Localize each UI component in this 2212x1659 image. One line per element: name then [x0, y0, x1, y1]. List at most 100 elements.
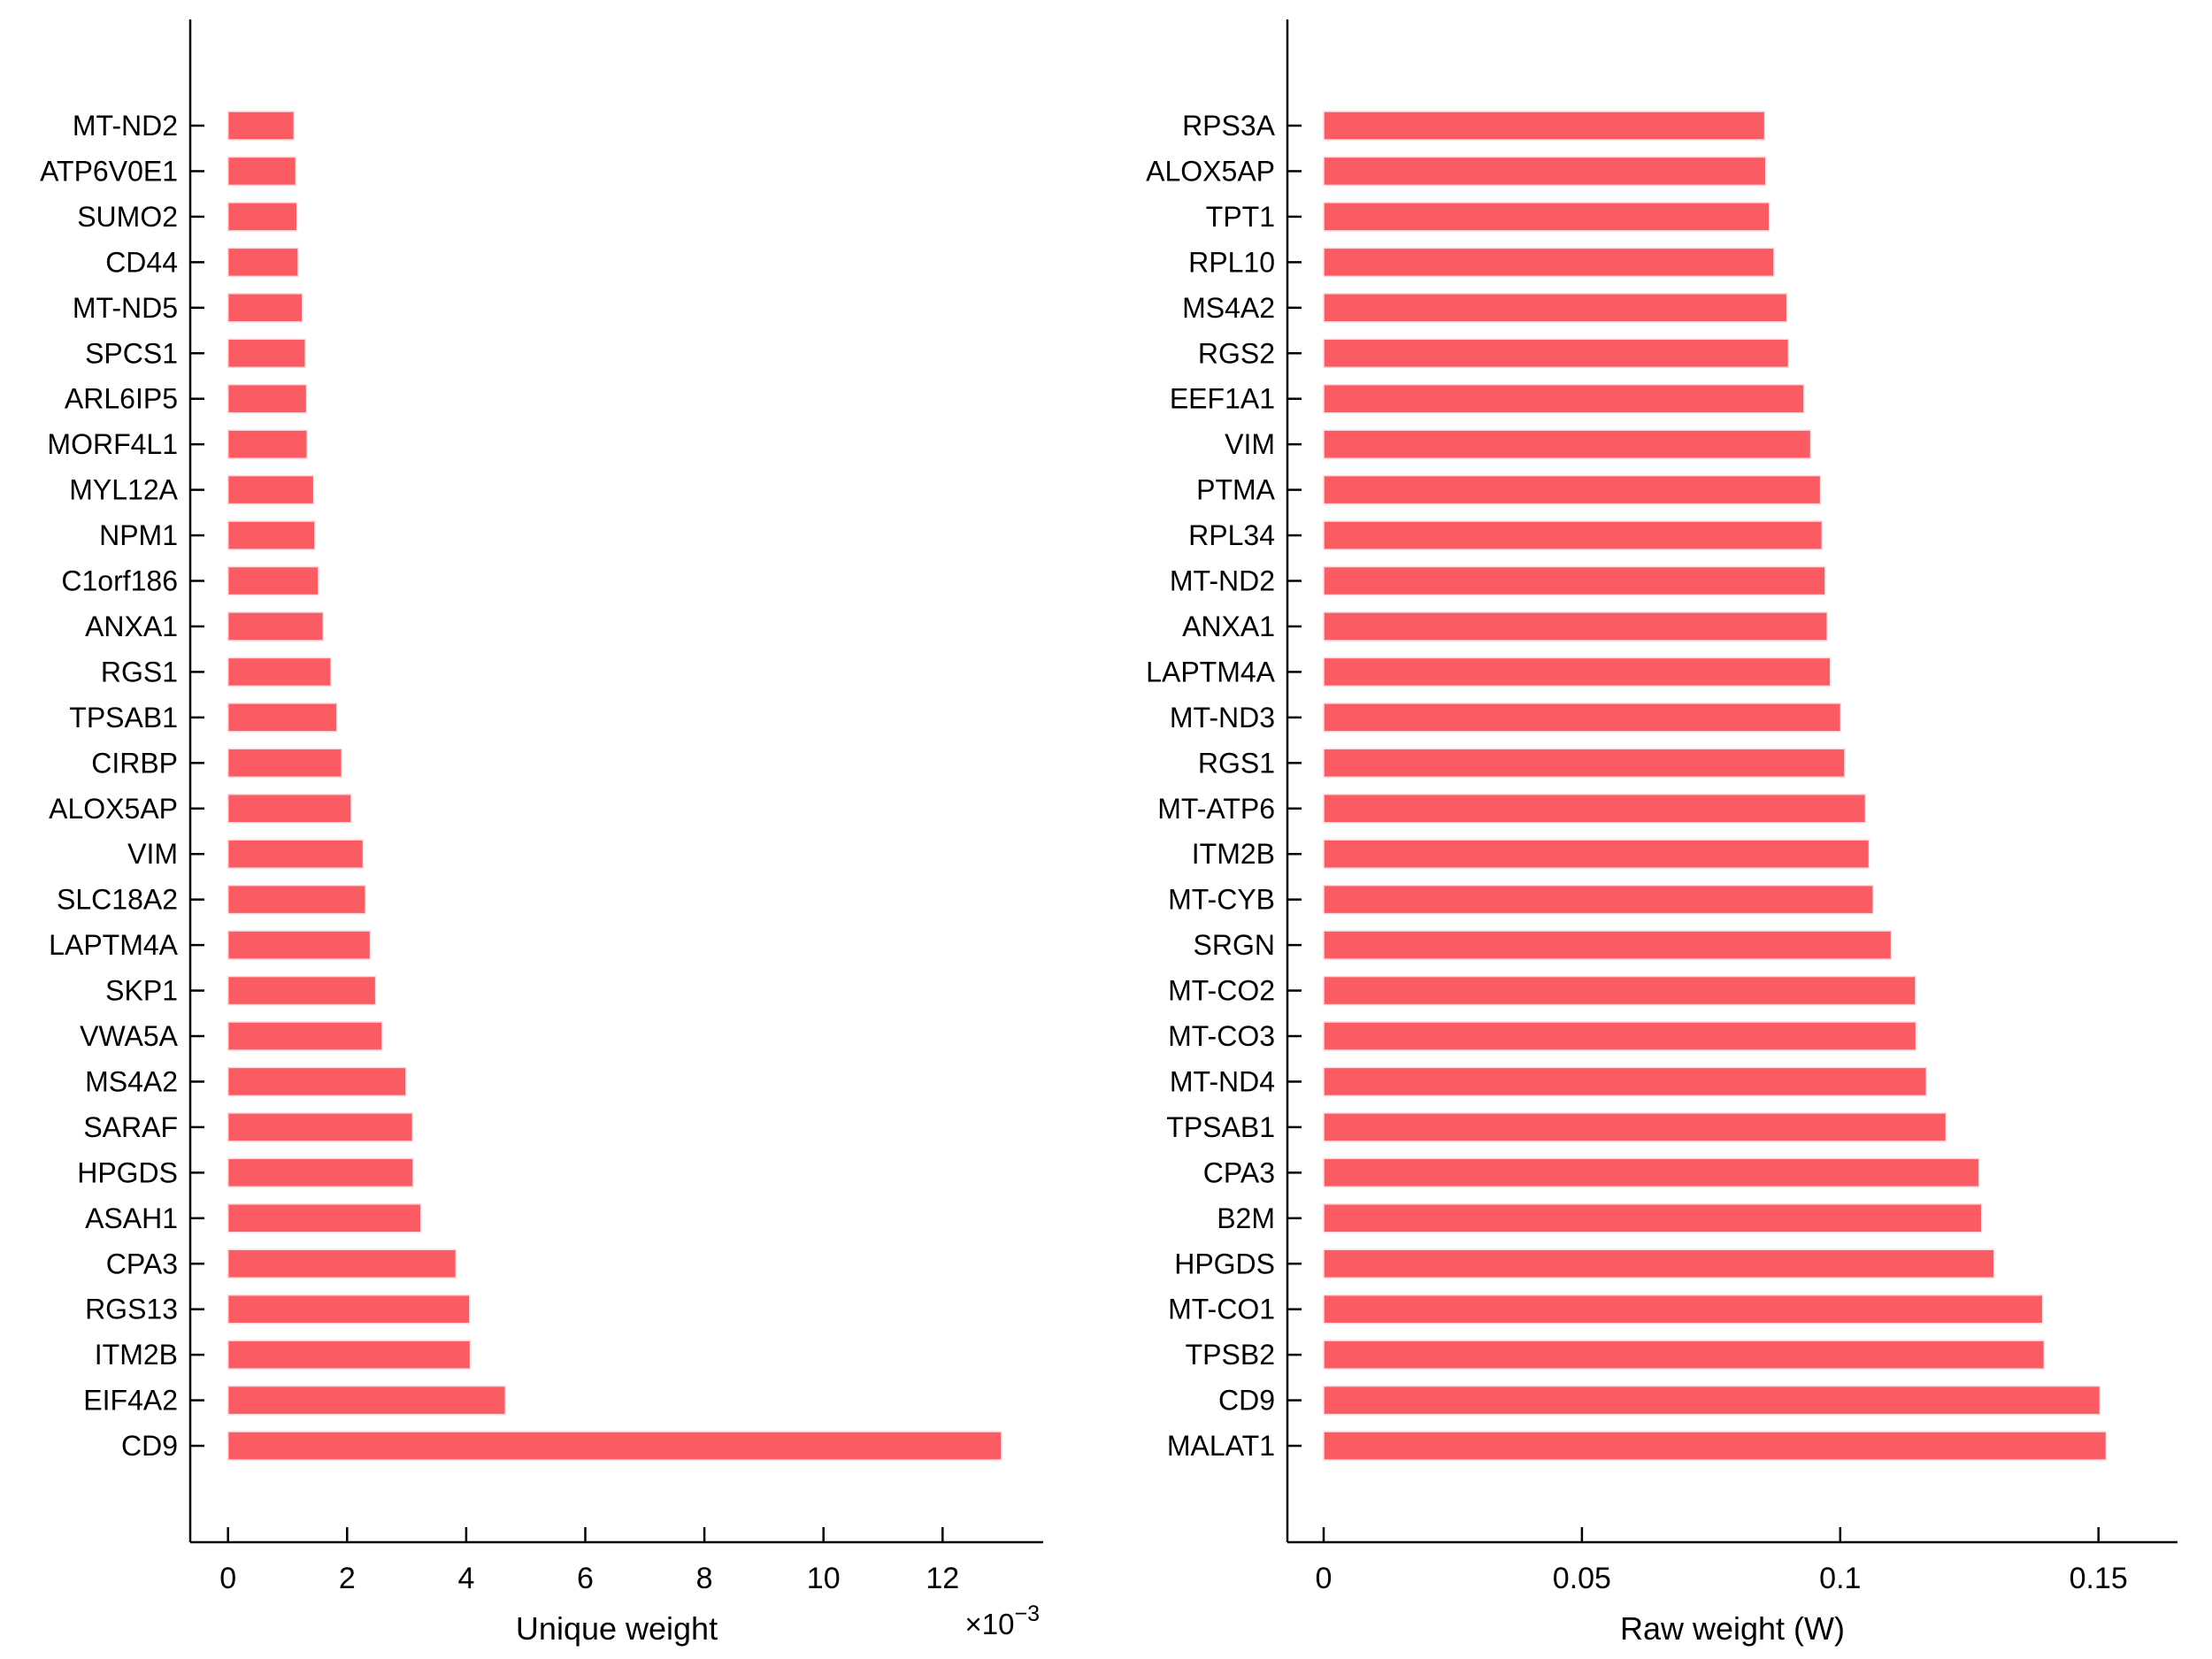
- ytick-label-MYL12A: MYL12A: [69, 474, 178, 506]
- ytick-label-C1orf186: C1orf186: [61, 565, 178, 597]
- bar-RGS1: [227, 657, 332, 687]
- bar-VIM: [1323, 429, 1812, 459]
- bar-ANXA1: [1323, 611, 1828, 641]
- ytick-label-ALOX5AP: ALOX5AP: [1146, 155, 1275, 187]
- x-axis-label: Unique weight: [516, 1610, 718, 1647]
- bar-SLC18A2: [227, 884, 366, 915]
- ytick-label-MT-ND5: MT-ND5: [73, 292, 178, 324]
- ytick-label-CPA3: CPA3: [1203, 1156, 1275, 1188]
- bar-RGS1: [1323, 748, 1846, 779]
- bar-CPA3: [227, 1248, 457, 1279]
- xtick-label-2: 2: [339, 1562, 356, 1595]
- ytick-label-RPL10: RPL10: [1188, 246, 1275, 278]
- bar-TPSB2: [1323, 1340, 2046, 1370]
- ytick-label-CD44: CD44: [105, 246, 178, 278]
- bar-ITM2B: [227, 1340, 472, 1370]
- bar-MT-CO1: [1323, 1294, 2044, 1325]
- ytick-label-RPL34: RPL34: [1188, 519, 1275, 551]
- bar-C1orf186: [227, 565, 319, 596]
- xtick-label-0.05: 0.05: [1553, 1562, 1611, 1595]
- ytick-label-RGS1: RGS1: [1198, 747, 1275, 779]
- ytick-label-ALOX5AP: ALOX5AP: [49, 793, 178, 825]
- bar-CPA3: [1323, 1157, 1980, 1188]
- ytick-label-B2M: B2M: [1217, 1202, 1275, 1234]
- ytick-label-RGS1: RGS1: [101, 656, 178, 687]
- xtick-label-6: 6: [577, 1562, 594, 1595]
- bar-SKP1: [227, 975, 377, 1006]
- bar-ALOX5AP: [1323, 156, 1767, 187]
- bar-ATP6V0E1: [227, 156, 297, 187]
- ytick-label-SARAF: SARAF: [83, 1111, 178, 1143]
- bar-PTMA: [1323, 474, 1822, 505]
- bar-MT-ND4: [1323, 1066, 1928, 1097]
- ytick-label-SRGN: SRGN: [1194, 929, 1275, 961]
- ytick-label-MT-CO3: MT-CO3: [1168, 1020, 1275, 1052]
- bar-MORF4L1: [227, 429, 308, 459]
- ytick-label-HPGDS: HPGDS: [1174, 1248, 1275, 1279]
- bar-MT-CO3: [1323, 1021, 1917, 1051]
- ytick-label-MALAT1: MALAT1: [1167, 1430, 1275, 1462]
- ytick-label-MS4A2: MS4A2: [1182, 292, 1275, 324]
- ytick-label-MT-ND3: MT-ND3: [1170, 702, 1275, 733]
- bar-MALAT1: [1323, 1431, 2108, 1461]
- ytick-label-MT-CO1: MT-CO1: [1168, 1294, 1275, 1325]
- ytick-label-TPSAB1: TPSAB1: [1166, 1111, 1275, 1143]
- bar-SARAF: [227, 1112, 414, 1142]
- ytick-label-MORF4L1: MORF4L1: [47, 428, 178, 460]
- bar-EEF1A1: [1323, 383, 1805, 414]
- ytick-label-ATP6V0E1: ATP6V0E1: [40, 155, 178, 187]
- bar-ITM2B: [1323, 839, 1870, 869]
- xtick-label-0: 0: [1316, 1562, 1333, 1595]
- bar-HPGDS: [227, 1157, 414, 1188]
- bar-CD9: [1323, 1385, 2101, 1416]
- ytick-label-ARL6IP5: ARL6IP5: [65, 383, 178, 415]
- bar-MT-ND2: [227, 111, 296, 141]
- xtick-label-0.1: 0.1: [1819, 1562, 1861, 1595]
- ytick-label-ANXA1: ANXA1: [1182, 611, 1275, 642]
- xtick-label-0: 0: [219, 1562, 236, 1595]
- ytick-label-NPM1: NPM1: [99, 519, 178, 551]
- bar-ANXA1: [227, 611, 325, 641]
- ytick-label-MS4A2: MS4A2: [85, 1065, 178, 1097]
- ytick-label-ANXA1: ANXA1: [85, 611, 178, 642]
- ytick-label-CIRBP: CIRBP: [91, 747, 178, 779]
- bar-MT-ND3: [1323, 703, 1842, 733]
- x-axis-offset-text: ×10−3: [965, 1601, 1041, 1640]
- ytick-label-PTMA: PTMA: [1196, 474, 1276, 506]
- ytick-label-MT-ND2: MT-ND2: [73, 110, 178, 142]
- bar-SRGN: [1323, 930, 1893, 960]
- bar-VWA5A: [227, 1021, 383, 1051]
- bar-RGS2: [1323, 338, 1790, 368]
- bar-B2M: [1323, 1203, 1983, 1233]
- ytick-label-LAPTM4A: LAPTM4A: [49, 929, 178, 961]
- ytick-label-TPSB2: TPSB2: [1186, 1339, 1275, 1371]
- ytick-label-ITM2B: ITM2B: [95, 1339, 178, 1371]
- bar-MT-ND5: [227, 293, 303, 323]
- bar-RPS3A: [1323, 111, 1766, 141]
- xtick-label-8: 8: [696, 1562, 713, 1595]
- bar-CIRBP: [227, 748, 342, 779]
- bar-MS4A2: [227, 1066, 407, 1097]
- ytick-label-SPCS1: SPCS1: [85, 337, 178, 369]
- bar-EIF4A2: [227, 1385, 507, 1416]
- xtick-label-4: 4: [457, 1562, 474, 1595]
- ytick-label-CD9: CD9: [121, 1430, 178, 1462]
- bar-LAPTM4A: [1323, 657, 1832, 687]
- bar-ALOX5AP: [227, 794, 352, 824]
- ytick-label-SUMO2: SUMO2: [77, 201, 178, 233]
- bar-RPL34: [1323, 520, 1824, 550]
- x-axis-label: Raw weight (W): [1620, 1610, 1845, 1647]
- ytick-label-ITM2B: ITM2B: [1192, 838, 1275, 870]
- xtick-label-10: 10: [807, 1562, 841, 1595]
- bar-MT-CO2: [1323, 975, 1916, 1006]
- ytick-label-RGS2: RGS2: [1198, 337, 1275, 369]
- ytick-label-SKP1: SKP1: [105, 975, 178, 1007]
- bar-HPGDS: [1323, 1248, 1995, 1279]
- ytick-label-ASAH1: ASAH1: [85, 1202, 178, 1234]
- ytick-label-VWA5A: VWA5A: [80, 1020, 179, 1052]
- bar-MT-ATP6: [1323, 794, 1867, 824]
- bar-ARL6IP5: [227, 383, 308, 414]
- bar-TPSAB1: [227, 703, 338, 733]
- ytick-label-VIM: VIM: [1225, 428, 1275, 460]
